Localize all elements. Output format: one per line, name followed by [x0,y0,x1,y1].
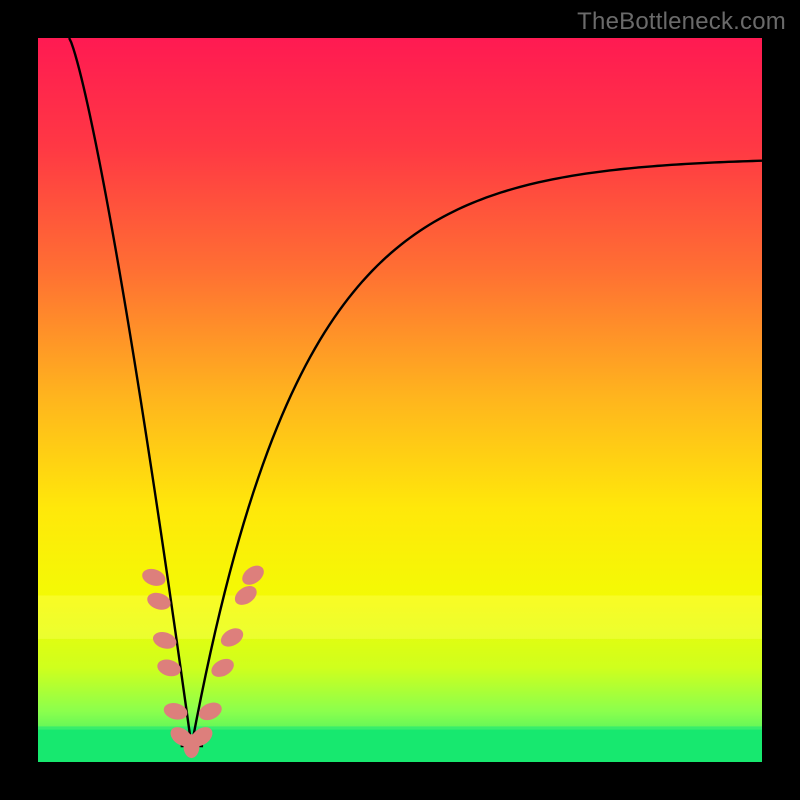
bottleneck-chart [38,38,762,762]
watermark-text: TheBottleneck.com [577,8,786,36]
chart-frame [38,38,762,762]
